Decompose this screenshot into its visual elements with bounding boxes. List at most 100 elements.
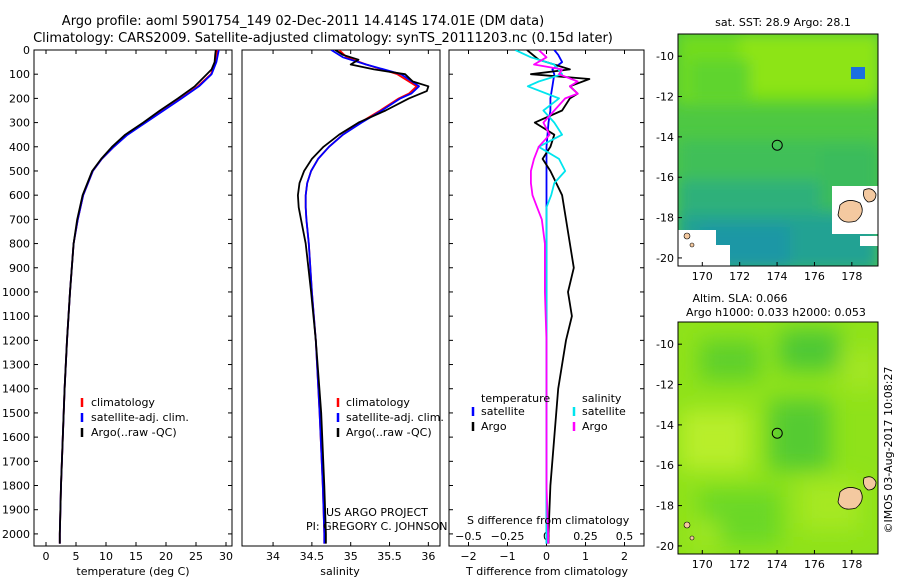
map-y-tick-label: -20	[656, 540, 674, 553]
map-y-tick-label: -14	[656, 131, 674, 144]
y-tick-label: 1100	[2, 310, 30, 323]
map-x-tick-label: 170	[692, 270, 713, 283]
y-tick-label: 300	[9, 117, 30, 130]
x-tick-label: −2	[460, 550, 476, 563]
sla-map-frame	[677, 321, 879, 555]
t-difference-label: T difference from climatology	[465, 565, 628, 578]
map-x-tick-label: 176	[804, 558, 825, 571]
legend-t-satellite-label: satellite	[481, 405, 525, 418]
map-x-tick-label: 172	[729, 558, 750, 571]
sla-map-title: Altim. SLA: 0.066	[692, 292, 787, 305]
depth-axis-ticks: 0 100 200 300 400 500 600 700 800 900 1000 1100 1200…	[2, 44, 232, 541]
difference-legend: temperature satellite Argo salinity sate…	[471, 392, 626, 433]
salinity-legend: climatology satellite-adj. clim. Argo(..…	[336, 396, 444, 439]
map-y-tick-label: -10	[656, 50, 674, 63]
map-x-tick-label: 178	[841, 270, 862, 283]
y-tick-label: 1000	[2, 286, 30, 299]
y-tick-label: 900	[9, 262, 30, 275]
y-tick-label: 600	[9, 189, 30, 202]
temperature-legend: climatology satellite-adj. clim. Argo(..…	[80, 396, 189, 439]
y-tick-label: 1800	[2, 480, 30, 493]
map-x-tick-label: 172	[729, 270, 750, 283]
sst-map-panel: sat. SST: 28.9 Argo: 28.1	[656, 16, 879, 283]
map-x-tick-label: 170	[692, 558, 713, 571]
map-y-tick-label: -16	[656, 171, 674, 184]
sla-map-ticks: 170 172 174 176 178 -10 -12 -14 -16 -18 -20	[656, 338, 862, 571]
temperature-panel: 0100200300400500600700800900100011001200…	[2, 44, 233, 578]
x-tick-label: −1	[499, 550, 515, 563]
x-tick-label: 36	[421, 550, 435, 563]
y-tick-label: 1900	[2, 504, 30, 517]
difference-x-ticks: −2 −1 0 1 2−0.5 −0.25 0 0.25 0.5	[455, 50, 633, 563]
map-y-tick-label: -14	[656, 419, 674, 432]
legend-salinity-title: salinity	[582, 392, 622, 405]
map-x-tick-label: 176	[804, 270, 825, 283]
y-tick-label: 400	[9, 141, 30, 154]
top-x-tick-label: 0.25	[573, 530, 598, 543]
difference-depth-ticks	[449, 49, 644, 535]
series-line-salinity-satellite	[514, 50, 567, 544]
y-tick-label: 700	[9, 213, 30, 226]
y-tick-label: 2000	[2, 528, 30, 541]
y-tick-label: 0	[23, 44, 30, 57]
top-x-tick-label: −0.25	[491, 530, 525, 543]
salinity-x-label: salinity	[320, 565, 360, 578]
map-x-tick-label: 174	[767, 270, 788, 283]
legend-s-satellite-label: satellite	[582, 405, 626, 418]
legend-satellite-label: satellite-adj. clim.	[346, 411, 444, 424]
legend-temperature-title: temperature	[481, 392, 550, 405]
difference-panel: −2 −1 0 1 2−0.5 −0.25 0 0.25 0.5 S difference fr…	[448, 49, 645, 578]
legend-argo-label: Argo(..raw -QC)	[91, 426, 177, 439]
figure-title-line1: Argo profile: aoml 5901754_149 02-Dec-20…	[62, 14, 544, 29]
x-tick-label: 34	[266, 550, 280, 563]
map-y-tick-label: -18	[656, 500, 674, 513]
sla-map-subtitle: Argo h1000: 0.033 h2000: 0.053	[686, 306, 866, 319]
salinity-panel: 34 34.5 35 35.5 36 salinity climatology sate…	[241, 49, 447, 578]
map-x-tick-label: 174	[767, 558, 788, 571]
x-tick-label: 0	[43, 550, 50, 563]
x-tick-label: 30	[219, 550, 233, 563]
legend-climatology-label: climatology	[346, 396, 410, 409]
y-tick-label: 200	[9, 92, 30, 105]
series-line-salinity-argo	[530, 50, 579, 544]
legend-argo-label: Argo(..raw -QC)	[346, 426, 432, 439]
y-tick-label: 1500	[2, 407, 30, 420]
argo-position-marker	[771, 139, 783, 151]
timestamp: ©IMOS 03-Aug-2017 10:08:27	[882, 367, 895, 534]
map-y-tick-label: -18	[656, 212, 674, 225]
project-credit: US ARGO PROJECT	[326, 506, 428, 519]
x-tick-label: 0	[543, 550, 550, 563]
temperature-x-label: temperature (deg C)	[76, 565, 189, 578]
argo-position-marker	[771, 427, 783, 439]
x-tick-label: 35	[344, 550, 358, 563]
figure-title-line2: Climatology: CARS2009. Satellite-adjuste…	[33, 31, 613, 46]
x-tick-label: 34.5	[300, 550, 325, 563]
s-difference-label: S difference from climatology	[467, 514, 630, 527]
legend-climatology-label: climatology	[91, 396, 155, 409]
legend-satellite-label: satellite-adj. clim.	[91, 411, 189, 424]
y-tick-label: 100	[9, 68, 30, 81]
sla-heatmap	[678, 322, 878, 554]
x-tick-label: 10	[99, 550, 113, 563]
sst-map-title: sat. SST: 28.9 Argo: 28.1	[715, 16, 851, 29]
map-y-tick-label: -10	[656, 338, 674, 351]
x-tick-label: 15	[129, 550, 143, 563]
top-x-tick-label: 0.5	[616, 530, 634, 543]
y-tick-label: 1700	[2, 455, 30, 468]
difference-profile-lines	[514, 50, 591, 544]
x-tick-label: 20	[159, 550, 173, 563]
map-y-tick-label: -12	[656, 379, 674, 392]
x-tick-label: 2	[621, 550, 628, 563]
legend-s-argo-label: Argo	[582, 420, 608, 433]
x-tick-label: 1	[582, 550, 589, 563]
top-x-tick-label: −0.5	[455, 530, 482, 543]
y-tick-label: 1400	[2, 383, 30, 396]
map-y-tick-label: -20	[656, 252, 674, 265]
pi-credit: PI: GREGORY C. JOHNSON	[306, 520, 447, 533]
y-tick-label: 1200	[2, 334, 30, 347]
y-tick-label: 800	[9, 238, 30, 251]
x-tick-label: 35.5	[377, 550, 402, 563]
series-line-argo-raw-qc-	[296, 50, 430, 544]
sst-map-ticks: 170 172 174 176 178 -10 -12 -14 -16 -18 -20	[656, 50, 862, 283]
